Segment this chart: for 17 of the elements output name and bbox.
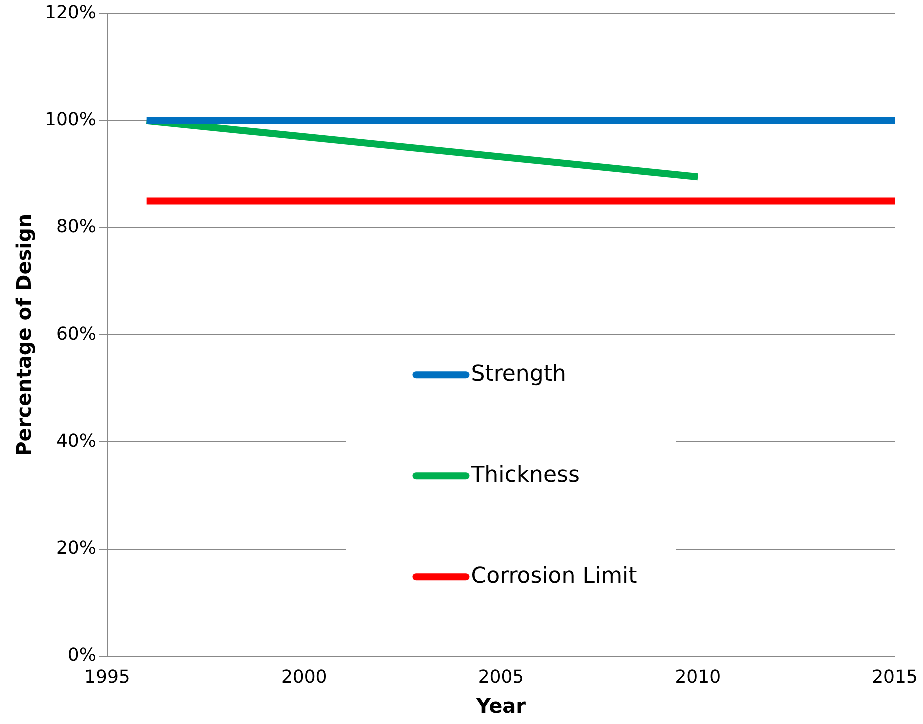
x-tick-label: 2005	[478, 666, 524, 688]
x-tick-label: 2000	[281, 666, 328, 688]
x-tick-label: 1995	[84, 666, 130, 688]
y-tick-label: 60%	[56, 324, 96, 345]
legend-label: Corrosion Limit	[471, 564, 638, 589]
x-axis-title: Year	[475, 694, 526, 718]
y-axis-title: Percentage of Design	[12, 214, 36, 456]
y-tick-label: 20%	[56, 538, 96, 559]
y-tick-label: 120%	[44, 2, 96, 24]
x-tick-label: 2010	[675, 666, 722, 688]
y-tick-label: 80%	[56, 216, 96, 238]
x-tick-label: 2015	[872, 666, 918, 688]
legend-label: Thickness	[470, 462, 580, 488]
y-tick-label: 100%	[44, 110, 96, 131]
y-tick-label: 40%	[56, 430, 96, 452]
legend-label: Strength	[471, 362, 566, 387]
y-tick-label: 0%	[68, 645, 96, 666]
